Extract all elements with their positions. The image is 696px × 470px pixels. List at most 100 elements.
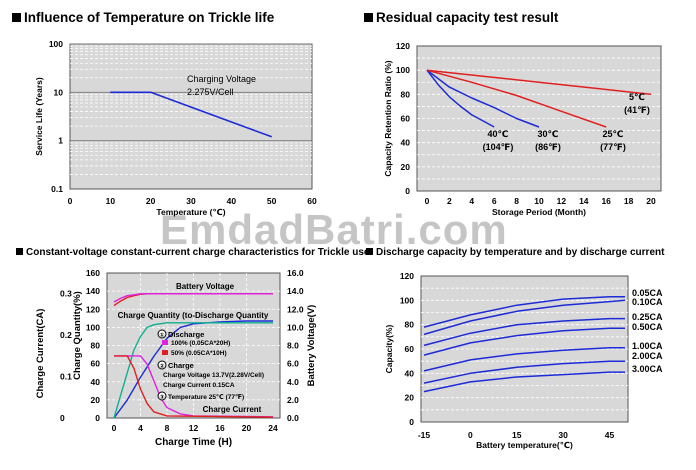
voltage-axis-label: Battery Voltage(V) (306, 305, 317, 387)
series-label: 40℃ (488, 129, 509, 139)
x-tick-label: 0 (68, 196, 73, 206)
ca-tick-label: 0.1 (60, 372, 72, 382)
x-tick-label: 20 (646, 196, 656, 206)
discharge-series-line (423, 295, 625, 328)
x-tick-label: 8 (165, 423, 170, 433)
plot-area-trickle (69, 43, 313, 190)
legend-marker-2 (157, 360, 167, 370)
x-tick-label: 10 (106, 196, 116, 206)
y-tick-label: 0 (405, 186, 410, 196)
x-tick-label: 15 (512, 430, 522, 440)
panel-title-text: Residual capacity test result (376, 10, 559, 25)
x-tick-label: 50 (267, 196, 277, 206)
residual-series-line (426, 69, 652, 96)
quantity-tick-label: 40 (91, 377, 101, 387)
voltage-tick-label: 0.0 (287, 413, 299, 423)
panel-title-trickle-life: Influence of Temperature on Trickle life (12, 10, 274, 25)
legend-text: 100% (0.05CA*20H) (171, 340, 230, 347)
series-label: (86℉) (535, 142, 561, 152)
y-tick-label: 60 (405, 344, 415, 354)
x-tick-label: 12 (189, 423, 199, 433)
quantity-tick-label: 0 (95, 413, 100, 423)
x-tick-label: 4 (469, 196, 474, 206)
charge-series-line (114, 355, 274, 418)
quantity-tick-label: 20 (91, 395, 101, 405)
discharge-series-line (423, 371, 625, 393)
voltage-tick-label: 10.0 (287, 322, 304, 332)
panel-title-charge: Constant-voltage constant-current charge… (16, 247, 369, 258)
charge-series-line (113, 293, 273, 303)
quantity-axis-label: Charge Quantity(%) (72, 291, 83, 380)
x-tick-label: 18 (624, 196, 634, 206)
panel-title-text: Constant-voltage constant-current charge… (26, 247, 370, 258)
x-tick-label: 24 (268, 423, 278, 433)
voltage-tick-label: 14.0 (287, 286, 304, 296)
series-label: 2.00CA (632, 351, 663, 361)
y-axis-label: Capacity Retention Ratio (%) (383, 60, 393, 176)
x-axis-label: Temperature (℃) (156, 207, 225, 217)
legend-number: ① (159, 332, 164, 339)
y-tick-label: 120 (400, 271, 414, 281)
panel-title-text: Discharge capacity by temperature and by… (376, 247, 665, 258)
y-tick-label: 20 (401, 162, 411, 172)
quantity-tick-label: 120 (86, 304, 100, 314)
voltage-tick-label: 12.0 (287, 304, 304, 314)
y-tick-label: 1 (58, 136, 63, 146)
y-tick-label: 10 (54, 87, 64, 97)
x-tick-label: 40 (227, 196, 237, 206)
voltage-tick-label: 16.0 (287, 268, 304, 278)
trickle-life-line (110, 91, 272, 138)
discharge-series-line (423, 347, 625, 372)
y-tick-label: 20 (405, 393, 415, 403)
x-tick-label: 16 (601, 196, 611, 206)
title-square-icon (16, 248, 23, 255)
curve-label: Charge Quantity (to-Discharge Quantity (118, 311, 269, 320)
legend-heading: Discharge (168, 330, 204, 339)
legend-text: 50% (0.05CA*10H) (171, 350, 227, 357)
discharge-series-line (423, 327, 625, 356)
charge-series-line (113, 322, 273, 419)
curve-label: Charge Current (203, 405, 262, 414)
legend-text: Charge Current 0.15CA (163, 382, 235, 389)
x-tick-label: 16 (215, 423, 225, 433)
x-tick-label: 2 (447, 196, 452, 206)
y-axis-label: Capacity(%) (384, 325, 394, 374)
x-axis-label: Battery temperature(℃) (476, 440, 573, 450)
x-axis-label: Storage Period (Month) (492, 207, 586, 217)
discharge-series-line (423, 360, 625, 384)
x-tick-label: 4 (138, 423, 143, 433)
series-label: 0.05CA (632, 288, 663, 298)
voltage-tick-label: 6.0 (287, 359, 299, 369)
quantity-tick-label: 100 (86, 322, 100, 332)
ca-axis-label: Charge Current(CA) (35, 309, 46, 399)
y-tick-label: 80 (405, 320, 415, 330)
x-tick-label: 30 (558, 430, 568, 440)
title-square-icon (12, 13, 21, 22)
y-tick-label: 0 (409, 417, 414, 427)
x-tick-label: 10 (534, 196, 544, 206)
quantity-tick-label: 140 (86, 286, 100, 296)
legend-number: ② (159, 363, 164, 370)
title-square-icon (366, 248, 373, 255)
x-tick-label: 20 (146, 196, 156, 206)
legend-number: ③ (159, 394, 164, 401)
ca-tick-label: 0.2 (60, 330, 72, 340)
ca-tick-label: 0 (60, 413, 65, 423)
ca-tick-label: 0.3 (60, 289, 72, 299)
legend-swatch (162, 340, 168, 345)
series-label: 0.50CA (632, 322, 663, 332)
annotation-text: 2.275V/Cell (187, 87, 234, 97)
series-label: 5℃ (629, 92, 645, 102)
curve-label: Battery Voltage (176, 282, 235, 291)
x-tick-label: 8 (514, 196, 519, 206)
panel-title-discharge: Discharge capacity by temperature and by… (366, 247, 664, 258)
quantity-tick-label: 60 (91, 359, 101, 369)
x-tick-label: 6 (492, 196, 497, 206)
residual-series-line (426, 69, 607, 128)
y-tick-label: 0.1 (51, 184, 63, 194)
series-label: 3.00CA (632, 364, 663, 374)
series-label: (41℉) (624, 105, 650, 115)
panel-title-text: Influence of Temperature on Trickle life (24, 10, 275, 25)
y-tick-label: 40 (405, 368, 415, 378)
y-tick-label: 40 (401, 138, 411, 148)
